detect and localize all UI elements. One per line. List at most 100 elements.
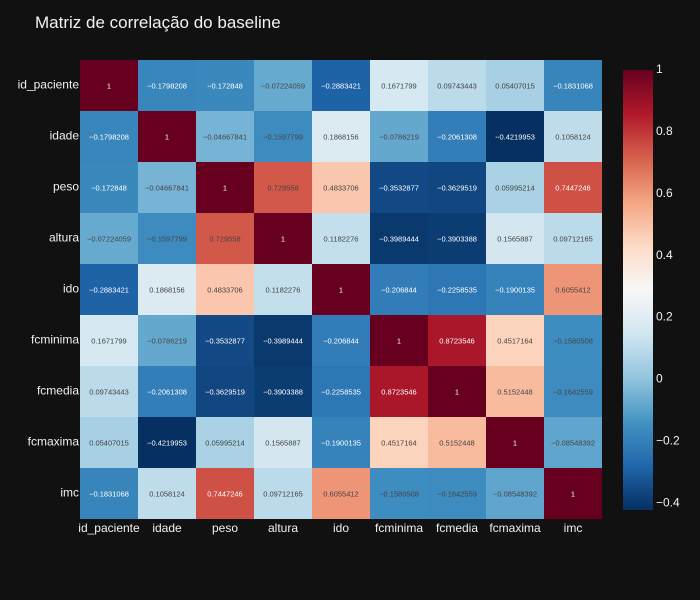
heatmap-cell-label: 0.09743443 — [437, 81, 477, 90]
heatmap-cell — [544, 264, 602, 315]
heatmap-cell — [486, 60, 544, 111]
heatmap-cell — [544, 111, 602, 162]
heatmap-cell-label: 0.05995214 — [495, 183, 535, 192]
y-tick-label: fcmaxima — [28, 435, 80, 449]
heatmap-cell-label: −0.07224059 — [261, 81, 305, 90]
y-tick-label: fcmedia — [37, 384, 79, 398]
heatmap-cell-label: 0.4517164 — [381, 438, 416, 447]
x-tick-label: peso — [212, 521, 238, 535]
x-tick-label: fcminima — [375, 521, 423, 535]
heatmap-cell-label: −0.2258535 — [321, 387, 361, 396]
heatmap-cell-label: 0.1671799 — [91, 336, 126, 345]
colorbar-tick-label: −0.2 — [656, 433, 680, 447]
heatmap-cell-label: −0.1597799 — [263, 132, 303, 141]
heatmap-cell — [370, 366, 428, 417]
heatmap-cell-label: 0.1182276 — [324, 234, 359, 243]
heatmap-cell-label: −0.1580508 — [553, 336, 593, 345]
heatmap-cell — [312, 213, 370, 264]
heatmap-cell — [428, 60, 486, 111]
y-tick-label: idade — [50, 129, 80, 143]
heatmap-cell — [138, 264, 196, 315]
heatmap-cell — [196, 213, 254, 264]
heatmap-cell-label: 0.09743443 — [89, 387, 129, 396]
heatmap-cell — [196, 417, 254, 468]
heatmap-cell — [544, 417, 602, 468]
heatmap-cell-label: 0.4833706 — [207, 285, 242, 294]
heatmap-cell-label: −0.206844 — [323, 336, 359, 345]
heatmap-cell-label: −0.04667841 — [203, 132, 247, 141]
heatmap-cell — [486, 366, 544, 417]
heatmap-cell-label: −0.1831068 — [553, 81, 593, 90]
heatmap-cell — [312, 60, 370, 111]
heatmap-cell-label: −0.1798208 — [89, 132, 129, 141]
heatmap-cell-label: −0.3989444 — [379, 234, 419, 243]
x-tick-label: fcmedia — [436, 521, 478, 535]
y-tick-label: altura — [49, 231, 79, 245]
y-tick-label: ido — [63, 282, 79, 296]
colorbar-tick-labels: 1 0.8 0.6 0.4 0.2 0 −0.2 −0.4 — [656, 62, 680, 509]
heatmap-cell-label: 0.1868156 — [149, 285, 184, 294]
heatmap-cell-label: −0.0786219 — [147, 336, 187, 345]
heatmap-cell — [370, 162, 428, 213]
x-tick-label: id_paciente — [78, 521, 140, 535]
y-tick-label: peso — [53, 180, 79, 194]
heatmap-cell — [138, 213, 196, 264]
heatmap-cell-label: 0.4833706 — [323, 183, 358, 192]
heatmap-cell — [544, 162, 602, 213]
heatmap-cell — [254, 111, 312, 162]
heatmap-cell-label: −0.07224059 — [87, 234, 131, 243]
heatmap-cell — [312, 417, 370, 468]
heatmap-cell — [370, 417, 428, 468]
heatmap-cell-label: 0.1058124 — [555, 132, 590, 141]
heatmap-cell — [370, 213, 428, 264]
heatmap-cell — [138, 417, 196, 468]
heatmap-cell — [80, 162, 138, 213]
heatmap-cell-label: −0.1831068 — [89, 489, 129, 498]
heatmap-cell-label: −0.3989444 — [263, 336, 303, 345]
heatmap-cell-label: 1 — [397, 336, 401, 345]
heatmap-cell-labels: 1 −0.1798208 −0.172848 −0.07224059 −0.288342… — [87, 81, 595, 498]
x-tick-label: ido — [333, 521, 349, 535]
heatmap-cell-label: 1 — [107, 81, 111, 90]
heatmap-cell-label: 0.09712165 — [263, 489, 303, 498]
heatmap-cell — [196, 468, 254, 519]
heatmap-cell-label: 0.05407015 — [89, 438, 129, 447]
heatmap-cell — [196, 111, 254, 162]
heatmap-cell-label: −0.2061308 — [437, 132, 477, 141]
heatmap-cell — [428, 366, 486, 417]
heatmap-cell-label: 0.1868156 — [323, 132, 358, 141]
heatmap-cell — [196, 60, 254, 111]
heatmap-cell — [486, 111, 544, 162]
heatmap-cell-label: 0.1671799 — [381, 81, 416, 90]
heatmap-cell — [486, 468, 544, 519]
heatmap-cell — [486, 162, 544, 213]
heatmap-cell — [80, 264, 138, 315]
heatmap-cell — [486, 264, 544, 315]
heatmap-cell — [80, 417, 138, 468]
heatmap-cell — [486, 213, 544, 264]
heatmap-cell-label: 0.4517164 — [497, 336, 532, 345]
heatmap-cell-label: −0.3629519 — [205, 387, 245, 396]
heatmap-cell — [312, 264, 370, 315]
heatmap-cell-label: 0.1182276 — [266, 285, 301, 294]
heatmap-cell-label: 0.09712165 — [553, 234, 593, 243]
heatmap-cell-label: 0.729558 — [267, 183, 298, 192]
heatmap-cell-label: 0.1565887 — [497, 234, 532, 243]
heatmap-cell-label: 0.5152448 — [497, 387, 532, 396]
y-tick-label: fcminima — [31, 333, 79, 347]
heatmap-cell-label: −0.4219953 — [147, 438, 187, 447]
heatmap-cell-label: 0.05995214 — [205, 438, 245, 447]
heatmap-cell-label: −0.1798208 — [147, 81, 187, 90]
heatmap-cell — [544, 213, 602, 264]
heatmap-cell-label: −0.3903388 — [437, 234, 477, 243]
y-tick-label: id_paciente — [18, 78, 80, 92]
heatmap-cell-label: 1 — [571, 489, 575, 498]
heatmap-cell — [370, 315, 428, 366]
x-axis-tick-labels: id_paciente idade peso altura ido fcminima fcm… — [78, 521, 582, 535]
heatmap-cell-label: −0.08548392 — [493, 489, 537, 498]
heatmap-cell — [544, 315, 602, 366]
x-tick-label: imc — [564, 521, 583, 535]
heatmap-cell-label: −0.172848 — [207, 81, 243, 90]
heatmap-cell-label: 0.6055412 — [555, 285, 590, 294]
colorbar-tick-label: 1 — [656, 62, 663, 76]
